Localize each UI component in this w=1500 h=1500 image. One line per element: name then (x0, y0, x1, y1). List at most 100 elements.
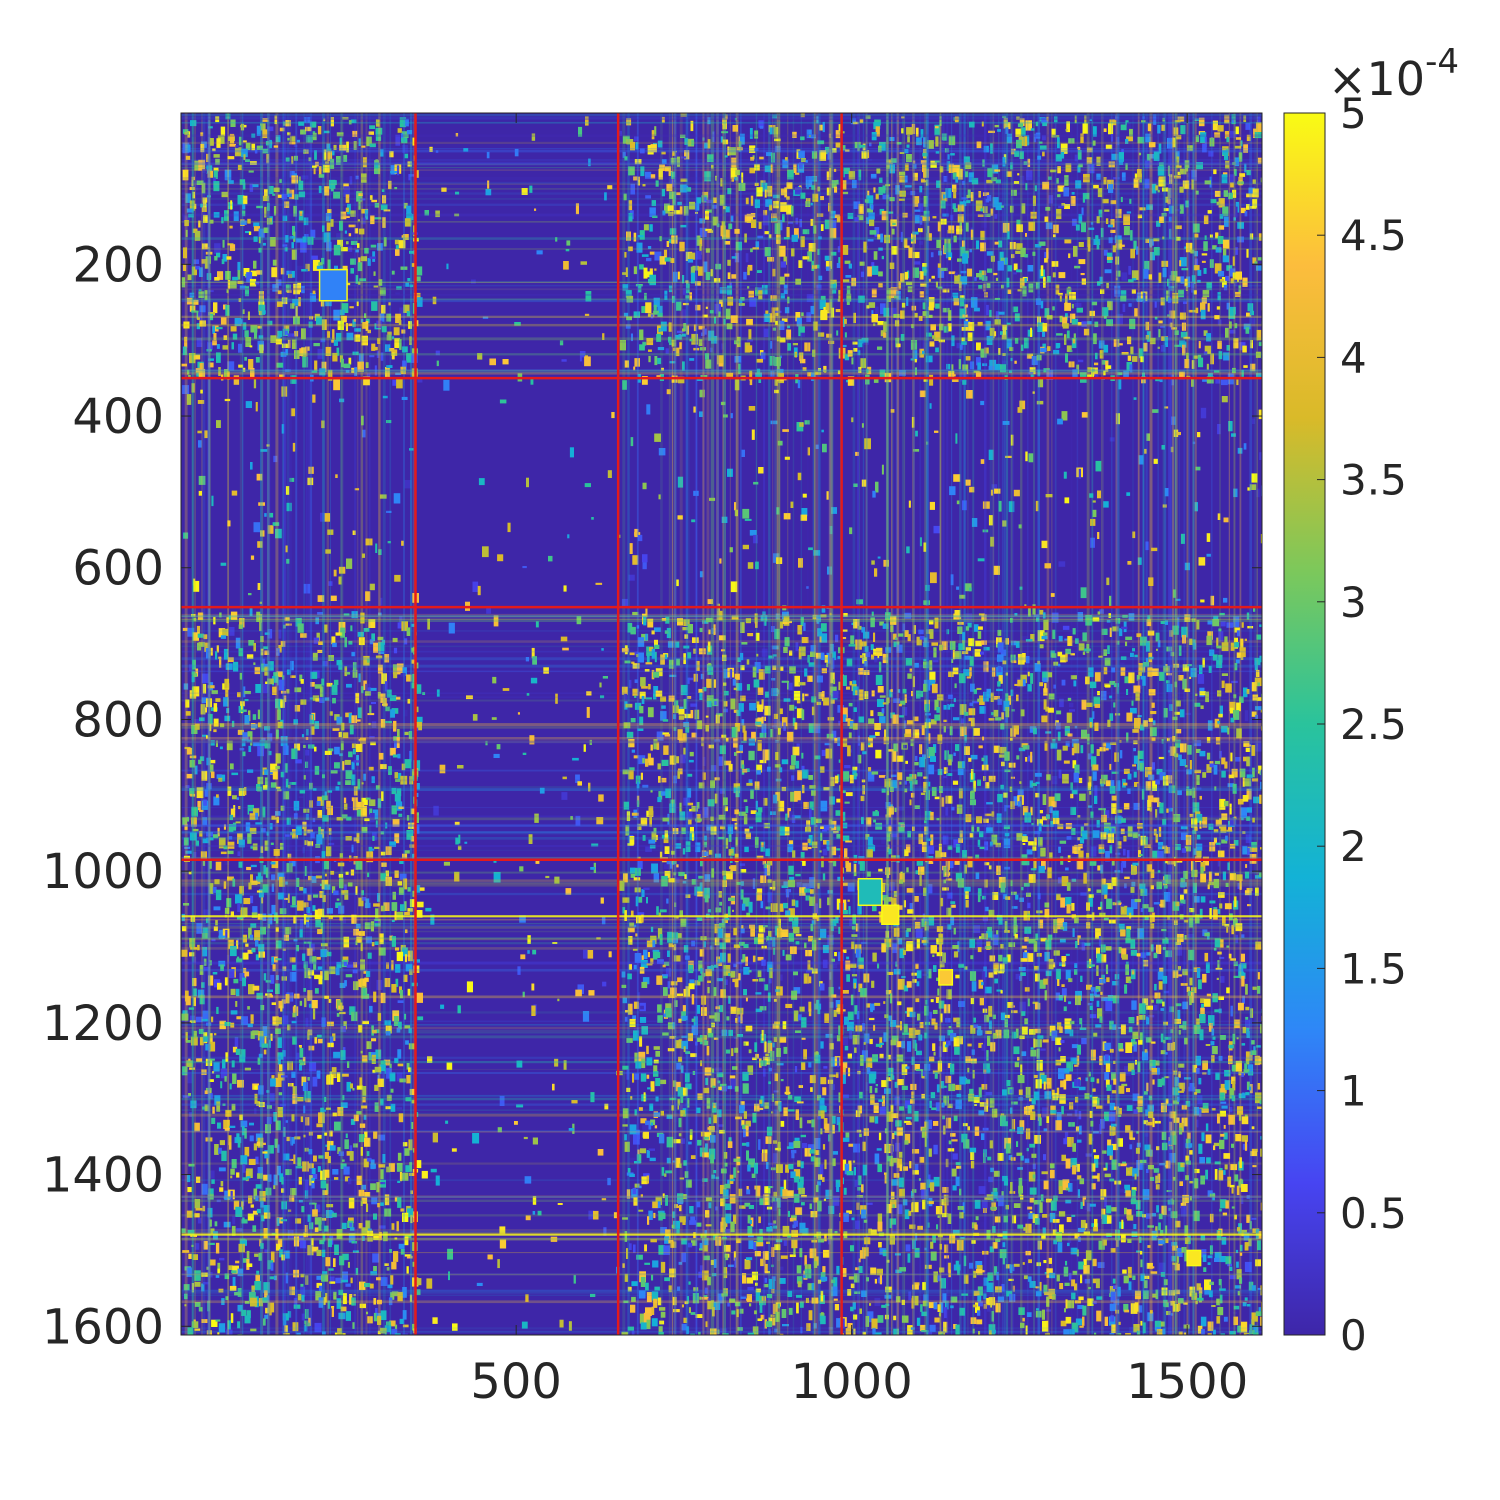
heatmap-cell (1229, 321, 1232, 329)
heatmap-cell (871, 288, 877, 298)
heatmap-cell (873, 251, 878, 260)
heatmap-cell (893, 698, 901, 703)
heatmap-cell (354, 367, 357, 376)
heatmap-cell (912, 676, 915, 688)
heatmap-cell (1255, 351, 1261, 358)
heatmap-cell (776, 507, 780, 515)
heatmap-cell (367, 329, 371, 334)
heatmap-cell (649, 224, 653, 232)
heatmap-cell (686, 283, 690, 294)
heatmap-cell (1086, 147, 1093, 153)
heatmap-cell (698, 648, 706, 655)
heatmap-cell (1055, 343, 1061, 349)
heatmap-cell (1224, 761, 1228, 769)
heatmap-cell (712, 205, 718, 209)
heatmap-cell (317, 126, 322, 135)
heatmap-cell (978, 284, 983, 289)
heatmap-cell (1256, 329, 1262, 341)
heatmap-cell (377, 664, 383, 674)
heatmap-cell (871, 771, 879, 775)
heatmap-cell (185, 229, 188, 237)
heatmap-cell (375, 655, 383, 659)
heatmap-cell (661, 188, 665, 197)
heatmap-cell (728, 223, 733, 230)
heatmap-cell (1207, 210, 1212, 214)
heatmap-cell (939, 140, 943, 151)
heatmap-cell (660, 711, 667, 721)
heatmap-cell (801, 508, 808, 517)
heatmap-cell (739, 695, 746, 702)
heatmap-cell (215, 158, 220, 165)
heatmap-cell (1108, 123, 1114, 135)
heatmap-cell (776, 368, 784, 377)
heatmap-cell (1042, 677, 1049, 683)
heatmap-cell (255, 684, 262, 693)
heatmap-cell (695, 281, 701, 286)
heatmap-cell (956, 586, 960, 590)
heatmap-cell (977, 214, 984, 217)
heatmap-cell (772, 327, 776, 331)
heatmap-cell (391, 805, 397, 815)
heatmap-cell (1143, 342, 1148, 352)
heatmap-cell (393, 670, 398, 679)
heatmap-cell (1246, 612, 1250, 620)
heatmap-cell (879, 621, 884, 626)
heatmap-cell (1037, 377, 1044, 388)
heatmap-cell (1089, 310, 1095, 317)
heatmap-cell (325, 213, 332, 222)
heatmap-cell (1137, 557, 1142, 565)
heatmap-cell (386, 313, 392, 322)
heatmap-cell (1010, 162, 1014, 170)
heatmap-cell (1175, 276, 1183, 283)
heatmap-cell (254, 328, 258, 339)
heatmap-cell (1069, 349, 1073, 353)
heatmap-cell (1235, 247, 1238, 255)
heatmap-cell (1081, 729, 1087, 739)
heatmap-cell (275, 135, 281, 143)
heatmap-cell (1073, 680, 1077, 687)
heatmap-cell (1160, 621, 1168, 624)
heatmap-cell (696, 197, 701, 204)
heatmap-cell (348, 357, 352, 365)
heatmap-cell (1125, 138, 1129, 144)
heatmap-cell (914, 662, 919, 668)
heatmap-cell (1186, 173, 1190, 182)
heatmap-cell (1244, 710, 1249, 722)
heatmap-cell (868, 212, 875, 220)
heatmap-cell (1040, 300, 1044, 309)
heatmap-cell (287, 333, 295, 337)
heatmap-cell (345, 194, 350, 203)
heatmap-cell (1204, 136, 1207, 148)
heatmap-cell (254, 666, 261, 675)
heatmap-cell (1128, 672, 1135, 684)
heatmap-cell (1011, 148, 1016, 155)
heatmap-cell (881, 464, 884, 475)
heatmap-cell (707, 641, 711, 653)
heatmap-cell (781, 680, 788, 683)
heatmap-cell (699, 347, 706, 351)
heatmap-cell (248, 170, 254, 173)
heatmap-cell (197, 400, 205, 404)
heatmap-cell (684, 634, 689, 639)
heatmap-cell (1078, 259, 1086, 265)
heatmap-cell (1009, 205, 1014, 213)
heatmap-cell (961, 197, 968, 200)
heatmap-cell (1030, 211, 1037, 219)
heatmap-cell (1116, 372, 1123, 376)
heatmap-cell (853, 201, 861, 209)
heatmap-cell (1194, 250, 1198, 257)
heatmap-cell (197, 633, 204, 638)
heatmap-cell (951, 658, 954, 663)
heatmap-cell (414, 276, 421, 282)
heatmap-cell (822, 443, 827, 453)
heatmap-cell (963, 156, 970, 165)
heatmap-cell (1145, 657, 1149, 664)
heatmap-cell (1140, 356, 1144, 363)
heatmap-cell (1057, 651, 1063, 657)
heatmap-cell (1087, 244, 1091, 252)
heatmap-cell (806, 294, 814, 302)
heatmap-cell (478, 478, 485, 486)
heatmap-cell (333, 191, 340, 199)
heatmap-cell (202, 199, 207, 209)
heatmap-cell (409, 448, 414, 451)
